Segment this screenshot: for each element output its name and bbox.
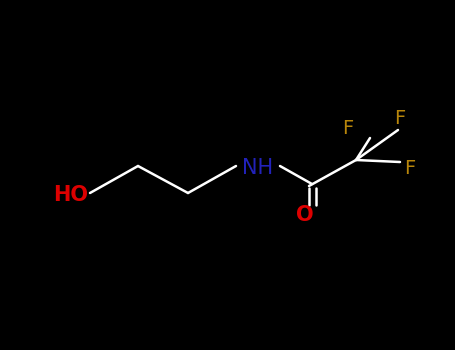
Text: NH: NH — [243, 158, 273, 178]
Text: HO: HO — [53, 185, 88, 205]
Text: O: O — [296, 205, 314, 225]
Text: F: F — [342, 119, 354, 138]
Text: F: F — [404, 159, 415, 177]
Text: F: F — [394, 108, 405, 127]
